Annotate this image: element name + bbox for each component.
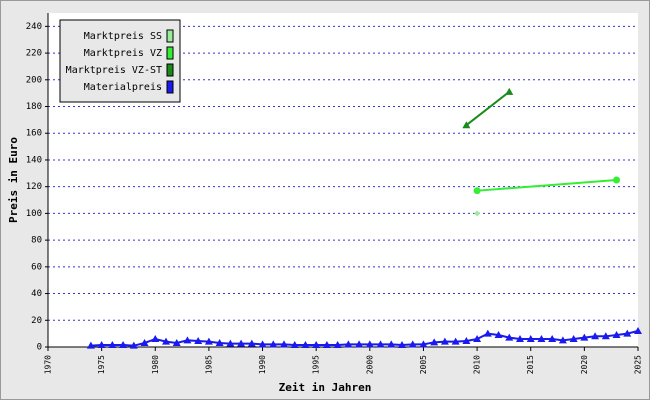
marker <box>119 340 128 348</box>
x-tick-label: 1970 <box>44 355 53 374</box>
marker <box>419 340 428 348</box>
legend-swatch <box>166 29 174 43</box>
x-tick-label: 1990 <box>258 355 267 374</box>
marker <box>204 337 213 345</box>
marker <box>601 332 610 340</box>
marker <box>505 87 514 95</box>
marker <box>548 334 557 342</box>
marker <box>97 340 106 348</box>
y-tick-label: 220 <box>26 49 42 59</box>
legend-swatch <box>166 63 174 77</box>
x-tick-label: 1980 <box>151 355 160 374</box>
y-tick-label: 120 <box>26 182 42 192</box>
marker <box>473 334 482 342</box>
x-tick-label: 2020 <box>580 355 589 374</box>
marker <box>537 334 546 342</box>
marker <box>183 336 192 344</box>
marker <box>312 340 321 348</box>
marker <box>301 340 310 348</box>
x-tick-label: 2005 <box>419 355 428 374</box>
marker <box>613 176 621 184</box>
marker <box>462 336 471 344</box>
marker <box>473 187 481 195</box>
y-tick-label: 160 <box>26 129 42 139</box>
marker <box>569 334 578 342</box>
y-tick-label: 200 <box>26 75 42 85</box>
marker <box>194 336 203 344</box>
y-tick-label: 240 <box>26 22 42 32</box>
marker <box>451 337 460 345</box>
x-tick-label: 1975 <box>97 355 106 374</box>
marker <box>333 340 342 348</box>
y-tick-label: 140 <box>26 155 42 165</box>
marker <box>387 340 396 348</box>
marker <box>215 338 224 346</box>
series-line <box>90 329 639 347</box>
marker <box>526 334 535 342</box>
marker <box>591 332 600 340</box>
marker <box>237 339 246 347</box>
legend-swatch <box>166 46 174 60</box>
marker <box>290 340 299 348</box>
marker <box>344 340 353 348</box>
marker <box>462 121 471 129</box>
legend-label: Materialpreis <box>84 82 162 93</box>
y-tick-label: 180 <box>26 102 42 112</box>
series-line <box>465 91 510 127</box>
series-line <box>477 179 617 192</box>
marker <box>269 340 278 348</box>
x-tick-label: 1985 <box>204 355 213 374</box>
x-tick-label: 2000 <box>365 355 374 374</box>
x-tick-label: 2025 <box>634 355 643 374</box>
marker <box>172 338 181 346</box>
marker <box>108 340 117 348</box>
marker <box>494 330 503 338</box>
marker <box>86 341 95 349</box>
legend-label: Marktpreis VZ-ST <box>66 65 162 76</box>
marker <box>623 329 632 337</box>
legend-label: Marktpreis VZ <box>84 48 162 59</box>
marker <box>612 330 621 338</box>
legend-label: Marktpreis SS <box>84 31 162 42</box>
marker <box>322 340 331 348</box>
marker <box>558 336 567 344</box>
marker <box>483 329 492 337</box>
marker <box>398 340 406 348</box>
marker <box>162 337 170 345</box>
marker <box>408 340 417 348</box>
y-tick-label: 80 <box>31 236 42 246</box>
y-axis-label: Preis in Euro <box>7 137 20 223</box>
marker <box>129 341 138 349</box>
x-axis-label: Zeit in Jahren <box>279 381 372 394</box>
marker <box>634 326 642 334</box>
y-tick-label: 20 <box>31 316 42 326</box>
x-tick-label: 2015 <box>526 355 535 374</box>
y-tick-label: 40 <box>31 289 42 299</box>
marker <box>474 210 481 217</box>
legend-box <box>59 19 181 103</box>
marker <box>355 340 364 348</box>
marker <box>365 340 374 348</box>
marker <box>151 334 160 342</box>
marker <box>516 334 524 342</box>
legend-swatch <box>166 80 174 94</box>
marker <box>430 338 439 346</box>
marker <box>140 338 149 346</box>
marker <box>280 340 288 348</box>
marker <box>258 340 267 348</box>
marker <box>580 333 589 341</box>
marker <box>226 339 235 347</box>
y-tick-label: 60 <box>31 262 42 272</box>
x-tick-label: 2010 <box>473 355 482 374</box>
marker <box>505 333 514 341</box>
x-tick-label: 1995 <box>312 355 321 374</box>
y-tick-label: 0 <box>37 343 42 353</box>
marker <box>247 339 256 347</box>
marker <box>376 340 385 348</box>
y-tick-label: 100 <box>26 209 42 219</box>
marker <box>440 337 449 345</box>
